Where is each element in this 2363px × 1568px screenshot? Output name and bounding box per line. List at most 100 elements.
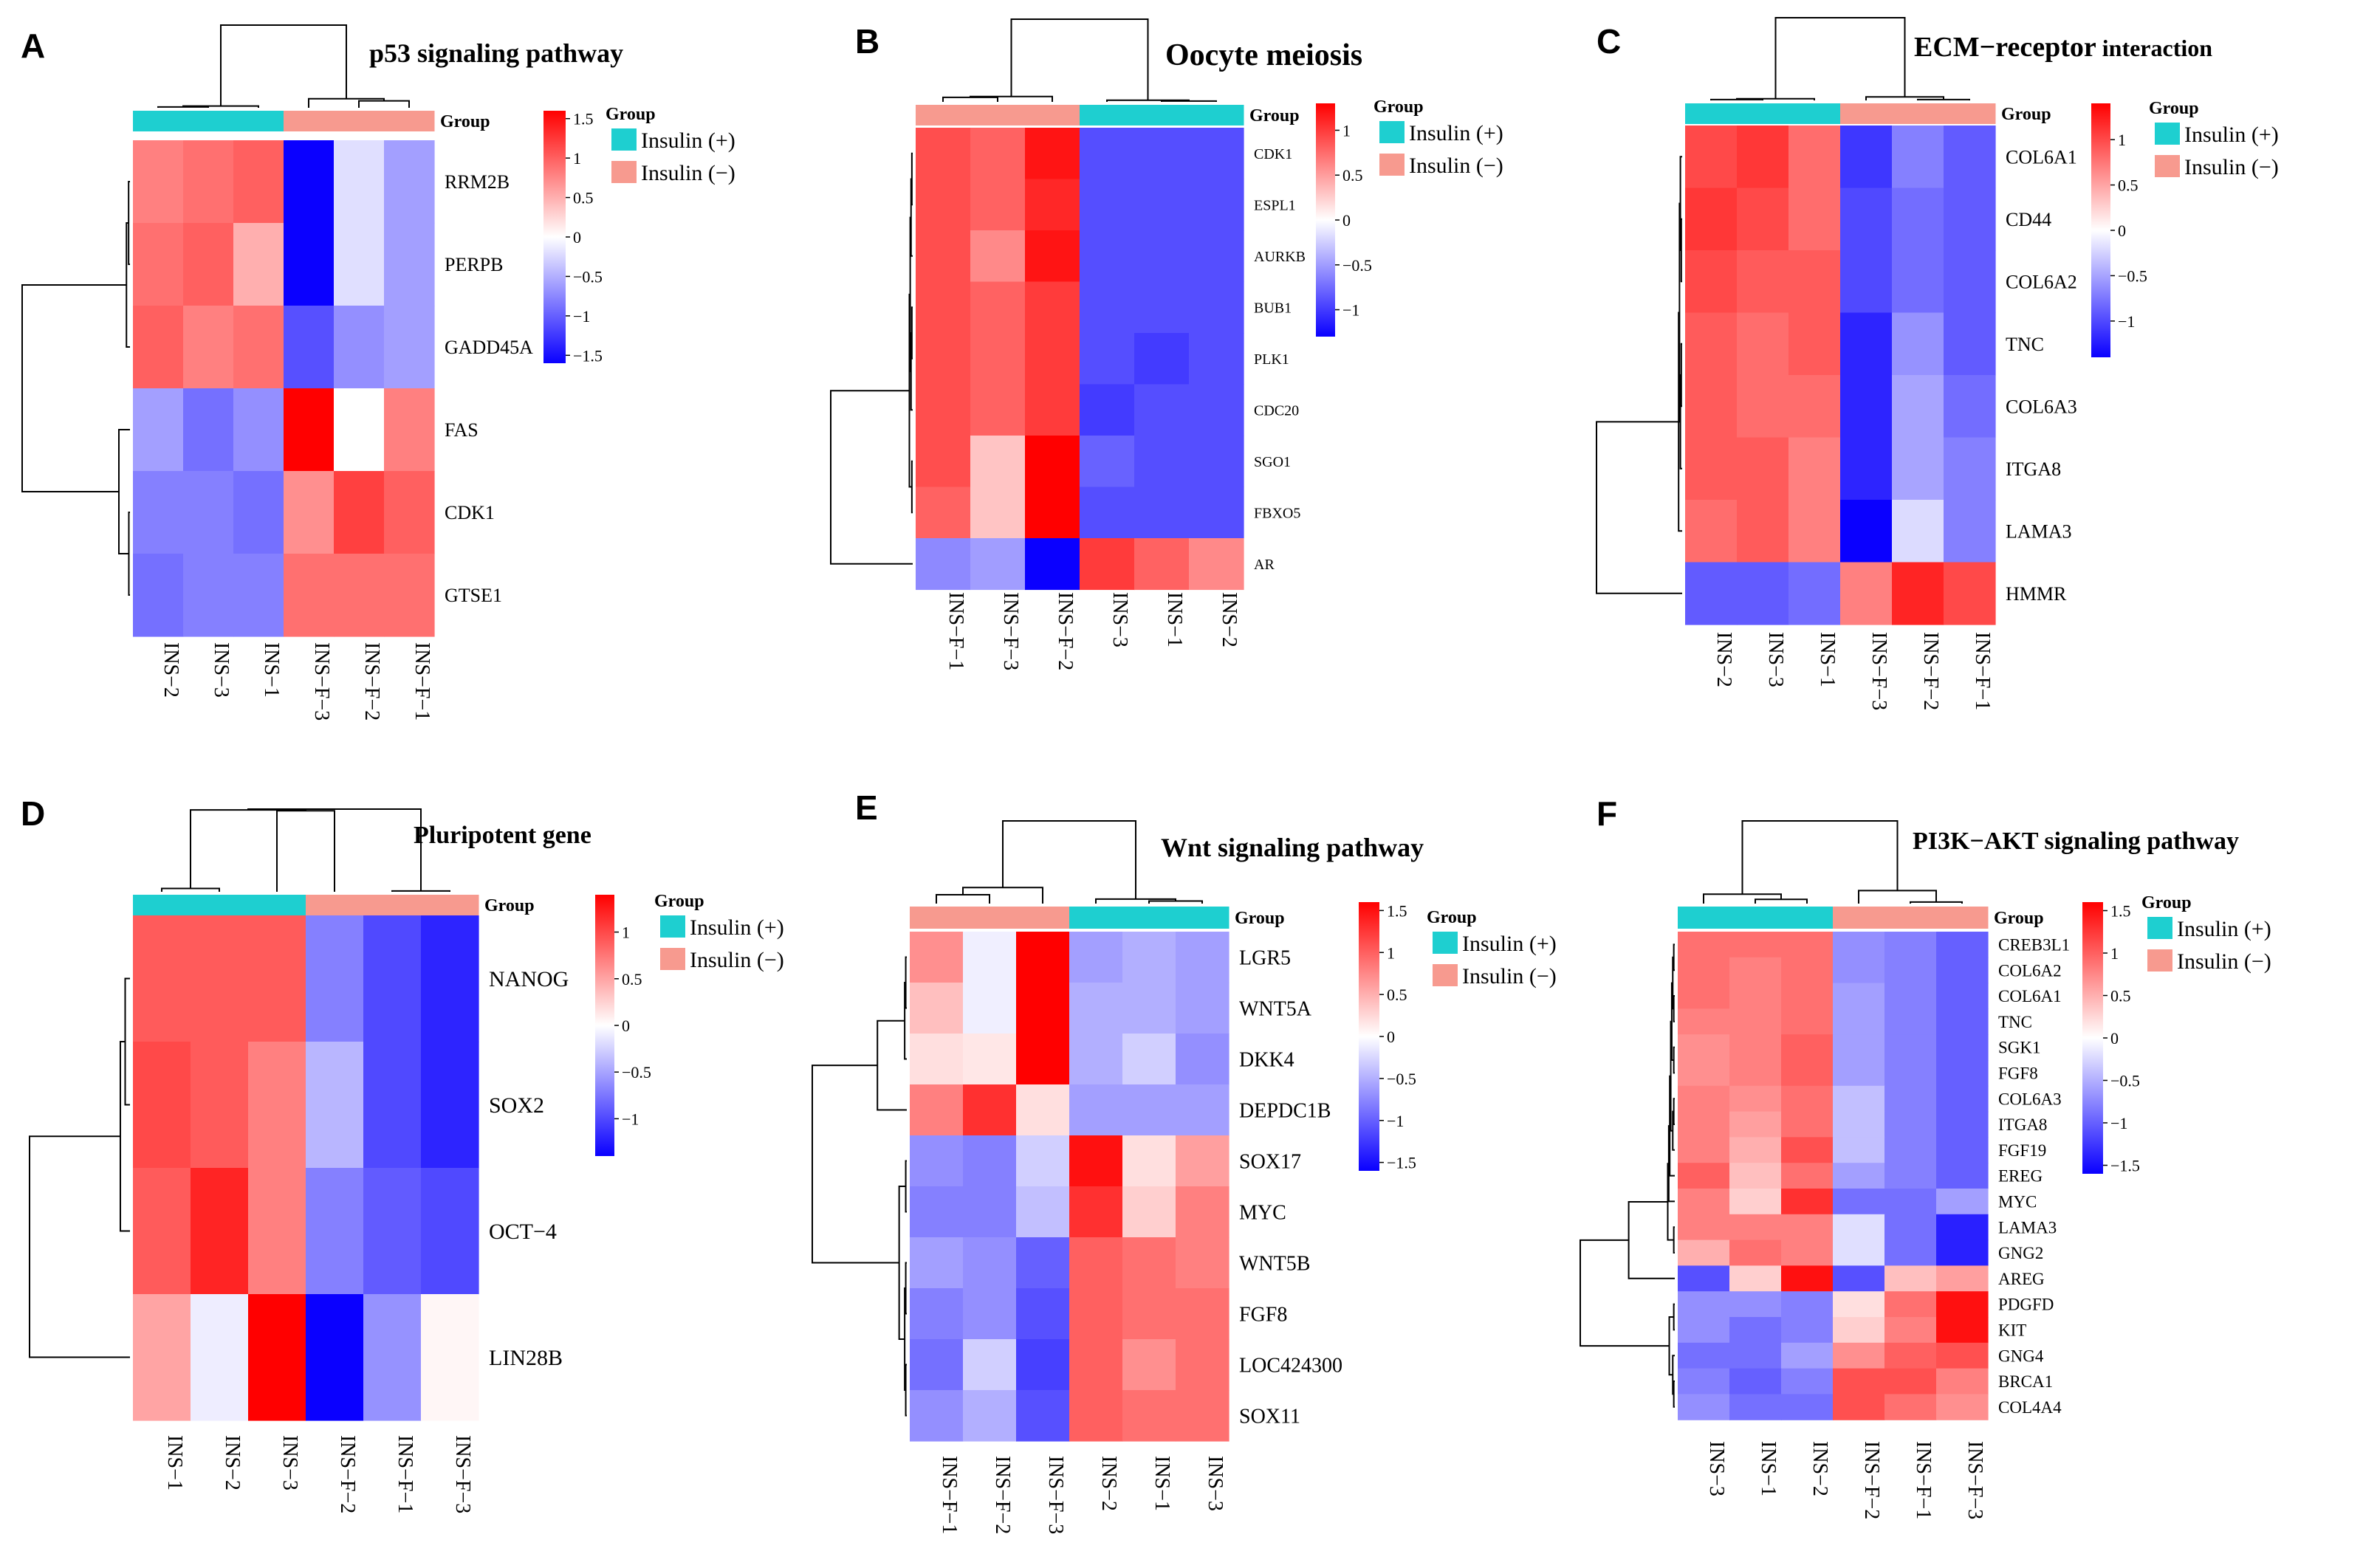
panel-c-cell <box>1892 188 1944 251</box>
panel-f-cell <box>1678 1189 1730 1215</box>
panel-e-col-dendrogram-branch <box>1148 900 1203 904</box>
panel-f-gene-label: GNG4 <box>1998 1347 2044 1365</box>
panel-c-letter: C <box>1597 22 1621 61</box>
panel-b-row-dendrogram-branch <box>909 216 911 373</box>
panel-c-sample-label: INS−F−1 <box>1971 632 1994 710</box>
panel-c-legend-swatch-minus <box>2155 155 2180 177</box>
panel-f-cell <box>1833 1214 1885 1241</box>
panel-f-cell <box>1833 1008 1885 1035</box>
panel-c-group-cell <box>1840 103 1893 124</box>
panel-b-cell <box>1025 333 1080 385</box>
panel-f-gene-label: EREG <box>1998 1167 2043 1186</box>
panel-c-cell <box>1685 312 1738 376</box>
panel-c-row-dendrogram-branch <box>1679 156 1682 251</box>
panel-f-gene-label: COL6A3 <box>1998 1090 2062 1108</box>
panel-f-row-dendrogram-branch <box>1673 943 1675 972</box>
panel-c-cell <box>1685 250 1738 314</box>
panel-f-scale-tick-label: 1 <box>2110 944 2119 963</box>
panel-a-letter: A <box>21 27 45 65</box>
panel-e-cell <box>1016 932 1070 983</box>
panel-e: E Wnt signaling pathway Group LGR5 WNT5A DKK4… <box>812 788 1557 1534</box>
panel-f-gene-label: KIT <box>1998 1321 2026 1339</box>
panel-d-cell <box>248 1042 306 1169</box>
panel-f-cell <box>1936 1137 1989 1163</box>
panel-d-cell <box>133 1294 191 1421</box>
panel-c-group-cell <box>1685 103 1738 124</box>
panel-d-group-cell <box>363 895 422 915</box>
panel-f-cell <box>1729 1163 1782 1189</box>
panel-f-scale-tick-label: 0 <box>2110 1029 2119 1048</box>
panel-a-col-dendrogram-branch <box>358 100 410 108</box>
panel-e-cell <box>1069 932 1123 983</box>
panel-e-cell <box>1069 1034 1123 1085</box>
panel-f-cell <box>1833 1239 1885 1266</box>
panel-c-scale-tick-label: −1 <box>2118 312 2135 331</box>
panel-f-gene-label: CREB3L1 <box>1998 935 2070 954</box>
panel-c-legend-label-minus: Insulin (−) <box>2184 155 2279 179</box>
panel-a-group-cell <box>233 111 284 131</box>
panel-b-cell <box>1134 538 1190 591</box>
panel-a-legend-label-plus: Insulin (+) <box>641 128 735 153</box>
panel-d-sample-label: INS−3 <box>278 1435 301 1490</box>
panel-a-legend-swatch-minus <box>611 161 637 183</box>
panel-b-scale-tick-label: 0 <box>1342 211 1351 230</box>
panel-d-sample-label: INS−F−3 <box>451 1435 474 1513</box>
panel-b-cell <box>1025 128 1080 180</box>
panel-e-cell <box>1069 983 1123 1034</box>
panel-e-group-cell <box>910 907 964 929</box>
panel-a-group-cell <box>384 111 435 131</box>
panel-b-cell <box>1189 128 1244 180</box>
panel-f-sample-label: INS−2 <box>1808 1441 1831 1496</box>
panel-b-group-cell <box>970 105 1026 125</box>
panel-f-cell <box>1936 957 1989 984</box>
panel-b-legend-title: Group <box>1373 97 1424 117</box>
panel-b-cell <box>1189 538 1244 591</box>
panel-f-cell <box>1781 932 1834 958</box>
panel-f-cell <box>1729 957 1782 984</box>
panel-e-gene-label: LOC424300 <box>1239 1354 1342 1377</box>
panel-f-gene-label: COL6A2 <box>1998 961 2062 980</box>
panel-e-cell <box>1016 1390 1070 1442</box>
panel-e-cell <box>1122 983 1176 1034</box>
panel-e-group-cell <box>963 907 1017 929</box>
panel-f-cell <box>1936 1394 1989 1420</box>
panel-f-cell <box>1936 1214 1989 1241</box>
panel-e-row-dendrogram-branch <box>905 1262 907 1315</box>
panel-b-cell <box>1080 230 1135 283</box>
panel-f-cell <box>1781 1034 1834 1061</box>
panel-c-row-dendrogram-branch <box>1678 312 1682 532</box>
panel-e-row-dendrogram-branch <box>905 956 907 1009</box>
panel-d-title: Pluripotent gene <box>414 822 591 849</box>
panel-b-cell <box>1080 281 1135 334</box>
panel-f-col-dendrogram-branch <box>1703 893 1782 904</box>
panel-f-col-dendrogram-branch <box>1755 898 1808 904</box>
panel-c-cell <box>1944 375 1996 439</box>
panel-a-legend-label-minus: Insulin (−) <box>641 161 735 185</box>
panel-a-legend-swatch-plus <box>611 128 637 151</box>
panel-f-cell <box>1678 1291 1730 1318</box>
panel-b-gene-label: BUB1 <box>1254 300 1292 316</box>
panel-b-col-dendrogram-branch <box>1010 18 1149 100</box>
panel-c-cell <box>1840 562 1893 625</box>
panel-f-group-cell <box>1781 907 1834 929</box>
panel-a-row-dendrogram-branch <box>128 181 130 265</box>
panel-b-cell <box>1189 281 1244 334</box>
panel-d-sample-label: INS−F−2 <box>336 1435 359 1513</box>
panel-b-cell <box>1134 486 1190 539</box>
panel-f-cell <box>1936 1265 1989 1292</box>
panel-f-row-dendrogram-branch <box>1670 1020 1673 1132</box>
panel-c-group-cell <box>1892 103 1944 124</box>
panel-a-cell <box>284 554 335 637</box>
panel-e-scale-tick-label: 0.5 <box>1387 986 1407 1004</box>
panel-e-sample-label: INS−F−1 <box>938 1456 961 1534</box>
panel-f-cell <box>1781 1239 1834 1266</box>
panel-e-cell <box>1016 1288 1070 1340</box>
panel-f-cell <box>1833 932 1885 958</box>
panel-c-scale-tick-label: −0.5 <box>2118 267 2147 285</box>
panel-f-cell <box>1936 1111 1989 1138</box>
panel-c-cell <box>1788 125 1841 189</box>
panel-c-cell <box>1737 437 1789 501</box>
panel-c-sample-label: INS−2 <box>1712 632 1735 687</box>
panel-f-cell <box>1884 983 1937 1009</box>
panel-c-gene-label: TNC <box>2006 334 2044 355</box>
